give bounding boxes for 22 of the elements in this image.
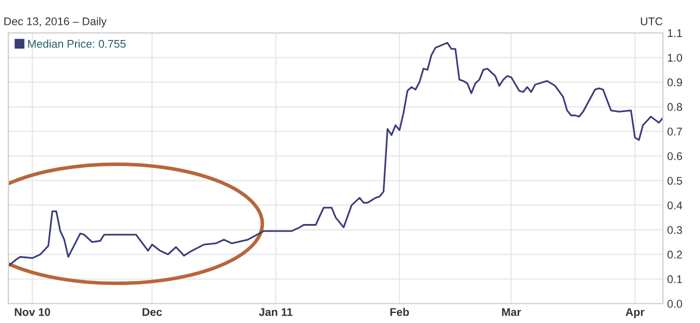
x-tick-label: Mar bbox=[502, 308, 521, 316]
x-tick-label: Feb bbox=[390, 308, 409, 316]
y-tick-label: 0.3 bbox=[668, 226, 682, 234]
y-tick-label: 0.8 bbox=[668, 103, 682, 111]
x-tick-label: Nov 10 bbox=[14, 308, 50, 316]
line-series bbox=[8, 42, 663, 267]
x-tick-label: Dec bbox=[142, 308, 162, 316]
y-tick-label: 1.1 bbox=[668, 29, 682, 37]
chart-subtitle: Dec 13, 2016 – Daily bbox=[4, 17, 107, 28]
y-tick-label: 0.0 bbox=[668, 300, 682, 308]
y-tick-label: 0.2 bbox=[668, 250, 682, 259]
y-tick-label: 0.7 bbox=[668, 128, 682, 136]
y-tick-label: 0.6 bbox=[668, 152, 682, 160]
y-tick-label: 0.4 bbox=[668, 201, 682, 210]
y-tick-label: 0.5 bbox=[668, 176, 682, 185]
text: UTC bbox=[640, 17, 662, 26]
legend-label: Median Price: 0.755 bbox=[28, 40, 126, 48]
x-tick-label: Apr bbox=[626, 308, 644, 318]
y-tick-label: 0.9 bbox=[668, 78, 682, 86]
x-tick-label: Jan 11 bbox=[258, 308, 292, 316]
y-tick-label: 0.1 bbox=[668, 275, 682, 284]
y-tick-label: 1.0 bbox=[668, 54, 682, 62]
